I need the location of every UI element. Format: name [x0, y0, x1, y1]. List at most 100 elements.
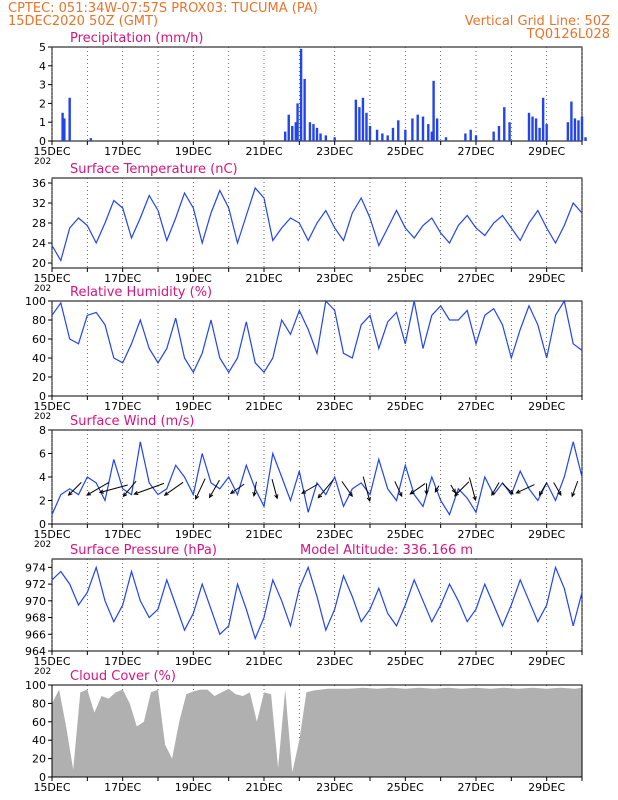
- y-tick-label: 974: [25, 561, 46, 574]
- x-tick-label: 29DEC: [528, 272, 565, 285]
- x-tick-label: 29DEC: [528, 528, 565, 541]
- wind-arrow-head: [86, 491, 92, 496]
- x-tick-label: 29DEC: [528, 781, 565, 794]
- panel-frame: [51, 558, 583, 652]
- panel-frame: [51, 46, 583, 142]
- x-tick-label: 21DEC: [245, 272, 282, 285]
- x-tick-label: 17DEC: [104, 272, 141, 285]
- wind-arrow-head: [366, 496, 371, 503]
- precip-bar: [61, 112, 64, 141]
- x-tick-label: 29DEC: [528, 400, 565, 413]
- wind-arrow-shaft: [410, 483, 426, 495]
- x-tick-label: 19DEC: [175, 655, 212, 668]
- x-tick-label: 19DEC: [175, 272, 212, 285]
- y-tick-label: 20: [32, 753, 46, 766]
- y-tick-label: 0: [39, 390, 46, 403]
- panel-4: 0 2 4 6 8 15DEC 17DEC 19DEC 21DEC 23DEC 25DEC 27DEC…: [33, 414, 583, 550]
- wind-arrow-head: [229, 489, 235, 495]
- wind-arrow-head: [491, 490, 496, 496]
- precip-bar: [527, 112, 531, 141]
- wind-arrow-head: [348, 492, 353, 498]
- precip-bar: [354, 99, 358, 141]
- wind-arrow-head: [508, 489, 514, 495]
- x-tick-label: 17DEC: [104, 145, 141, 158]
- x-tick-label: 25DEC: [387, 400, 424, 413]
- wind-arrow-shaft: [362, 476, 371, 502]
- y-tick-label: 100: [25, 295, 46, 308]
- precip-bar: [508, 122, 511, 141]
- wind-arrow-head: [98, 489, 104, 494]
- x-tick-label: 29DEC: [528, 655, 565, 668]
- panel-frame: [51, 429, 583, 525]
- panel-3: 0 20 40 60 80 100 15DEC 17DEC 19DEC 21DEC 23DEC 25D…: [25, 285, 583, 422]
- x-tick-label: 17DEC: [104, 781, 141, 794]
- y-tick-label: 80: [32, 314, 46, 327]
- y-tick-label: 28: [32, 217, 46, 230]
- series-line: [51, 186, 583, 263]
- y-tick-label: 32: [32, 197, 46, 210]
- panel-title: Relative Humidity (%): [70, 285, 212, 300]
- x-tick-label: 25DEC: [387, 655, 424, 668]
- precip-bar: [469, 129, 472, 141]
- precip-bar: [319, 133, 322, 141]
- precip-bar: [333, 137, 336, 141]
- y-tick-label: 972: [25, 578, 46, 591]
- precip-bar: [566, 122, 570, 141]
- y-tick-label: 966: [25, 628, 46, 641]
- precip-bar: [312, 124, 315, 141]
- wind-arrow-shaft: [271, 479, 278, 499]
- x-tick-label: 27DEC: [457, 655, 494, 668]
- panel-title: Surface Temperature (nC): [70, 162, 238, 177]
- precip-bar: [296, 103, 299, 141]
- wind-arrow-shaft: [491, 482, 500, 496]
- header-grid-note: Vertical Grid Line: 50Z: [465, 14, 610, 29]
- precip-bar: [287, 114, 290, 141]
- precip-bar: [284, 131, 287, 141]
- wind-arrow-head: [557, 490, 562, 496]
- wind-arrow-shaft: [230, 483, 245, 494]
- wind-arrow-shaft: [394, 481, 403, 497]
- panel-title: Precipitation (mm/h): [70, 31, 203, 46]
- y-tick-label: 3: [39, 79, 46, 92]
- wind-arrow-shaft: [209, 479, 220, 498]
- precip-bar: [545, 124, 548, 141]
- precip-bar: [89, 138, 93, 141]
- y-tick-label: 970: [25, 595, 46, 608]
- wind-arrow-head: [409, 490, 415, 495]
- precip-bar: [421, 116, 425, 141]
- precip-bar: [444, 137, 448, 141]
- precip-bar: [386, 135, 389, 141]
- x-tick-label: 17DEC: [104, 400, 141, 413]
- y-tick-label: 36: [32, 177, 46, 190]
- wind-arrow-shaft: [68, 482, 82, 496]
- wind-arrow-shaft: [86, 482, 110, 496]
- wind-arrow-head: [451, 488, 456, 494]
- wind-arrow-head: [209, 493, 214, 499]
- precip-bar: [534, 118, 538, 141]
- precip-bar: [404, 129, 407, 141]
- y-tick-label: 100: [25, 679, 46, 692]
- y-tick-label: 60: [32, 333, 46, 346]
- x-tick-label: 23DEC: [316, 528, 353, 541]
- precip-bar: [577, 120, 580, 141]
- x-year-stub: 202: [34, 667, 51, 677]
- x-tick-label: 21DEC: [245, 528, 282, 541]
- x-tick-label: 21DEC: [245, 145, 282, 158]
- x-tick-label: 23DEC: [316, 655, 353, 668]
- precip-bar: [299, 48, 303, 141]
- panel-annotation: Model Altitude: 336.166 m: [300, 543, 473, 558]
- y-tick-label: 20: [32, 257, 46, 270]
- x-tick-label: 19DEC: [175, 781, 212, 794]
- y-tick-label: 0: [39, 518, 46, 531]
- wind-arrow-shaft: [122, 480, 137, 497]
- precip-bar: [584, 137, 587, 141]
- wind-arrow-shaft: [434, 485, 440, 493]
- x-year-stub: 202: [34, 412, 51, 422]
- y-tick-label: 2: [39, 97, 46, 110]
- wind-arrow-shaft: [454, 481, 470, 497]
- x-tick-label: 23DEC: [316, 781, 353, 794]
- precip-bar: [365, 112, 368, 141]
- x-tick-label: 15DEC: [33, 655, 70, 668]
- x-tick-label: 15DEC: [33, 272, 70, 285]
